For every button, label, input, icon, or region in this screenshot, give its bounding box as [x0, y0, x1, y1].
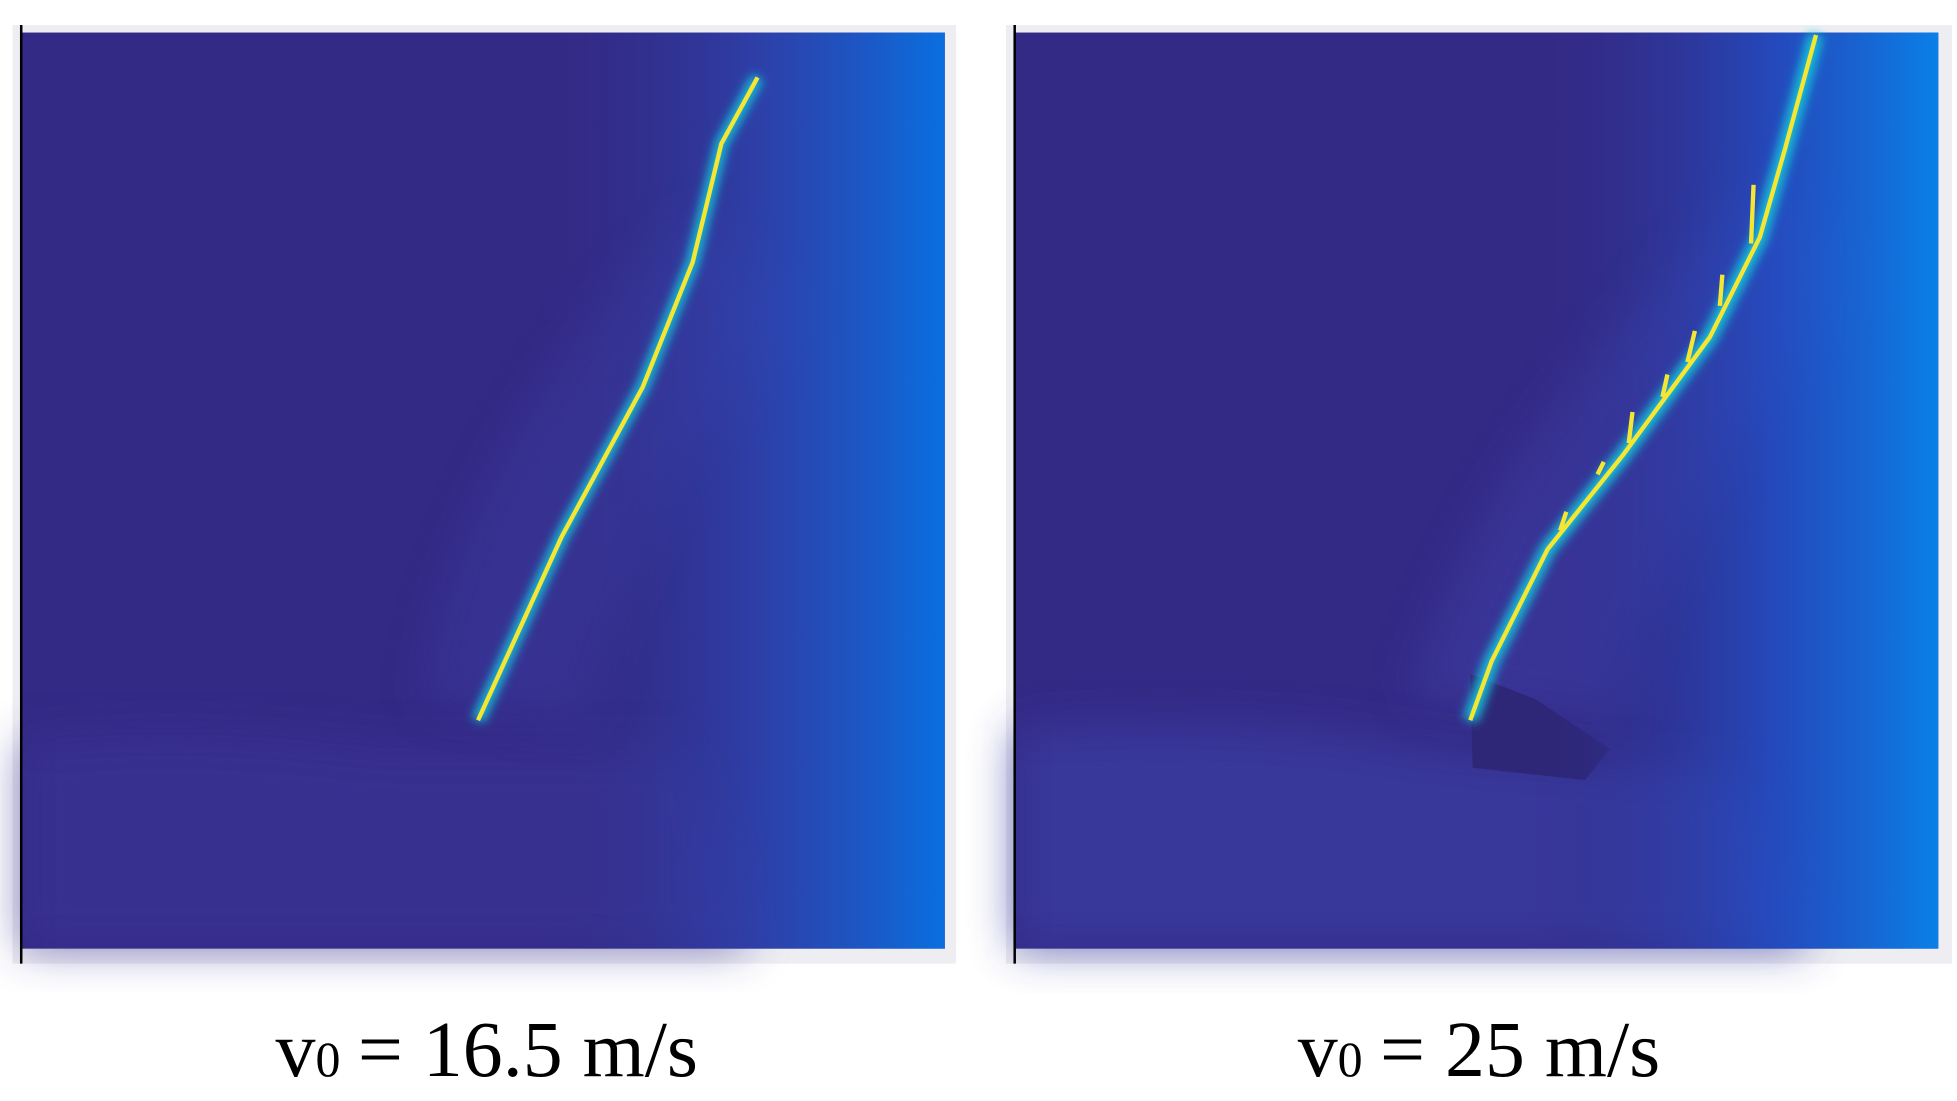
panel-right: [1005, 25, 1953, 964]
caption-subscript: 0: [1338, 1032, 1363, 1087]
caption-text: = 25 m/s: [1380, 1006, 1660, 1094]
caption: v0 = 25 m/s: [1298, 1006, 1661, 1094]
field-gradient: [21, 32, 945, 949]
caption-symbol: v: [276, 1006, 316, 1094]
caption-symbol: v: [1298, 1006, 1338, 1094]
panel-left: [12, 25, 957, 964]
crack: [476, 76, 760, 722]
crack: [1468, 34, 1819, 721]
caption-text: = 16.5 m/s: [358, 1006, 698, 1094]
caption: v0 = 16.5 m/s: [276, 1006, 698, 1094]
field-gradient: [1014, 32, 1939, 949]
caption-subscript: 0: [315, 1032, 340, 1087]
